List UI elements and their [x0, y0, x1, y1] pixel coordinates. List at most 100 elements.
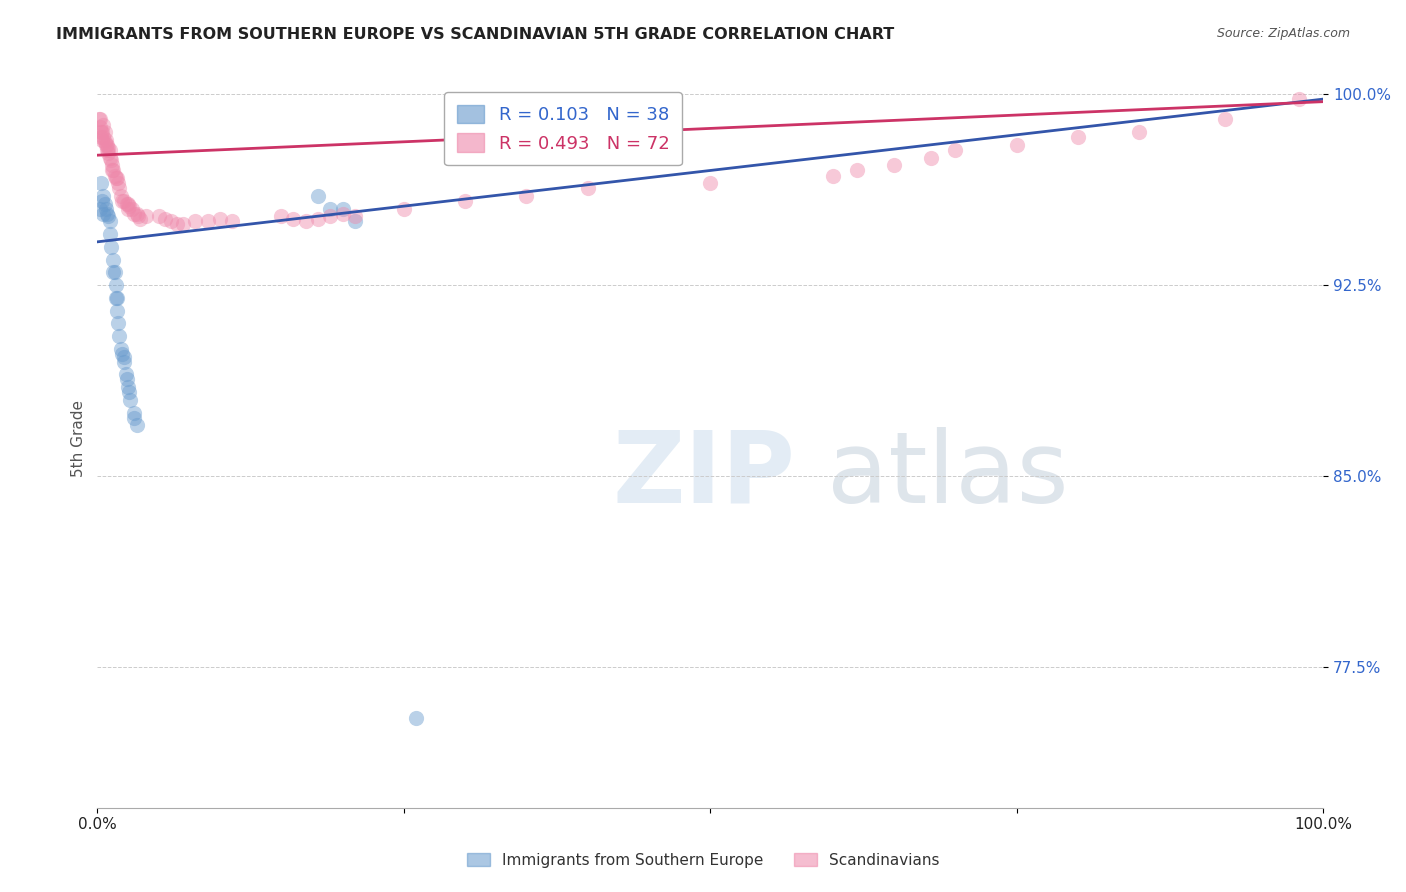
Point: [108, 181, 131, 195]
Point: [90, 176, 112, 190]
Point: [110, 189, 132, 203]
Point: [93, 130, 115, 145]
Point: [112, 194, 135, 208]
Point: [91, 125, 114, 139]
Point: [103, 265, 125, 279]
Point: [307, 211, 329, 226]
Point: [319, 202, 342, 216]
Point: [127, 210, 149, 224]
Point: [101, 163, 124, 178]
Point: [100, 240, 122, 254]
Point: [103, 252, 125, 267]
Point: [148, 210, 170, 224]
Legend: R = 0.103   N = 38, R = 0.493   N = 72: R = 0.103 N = 38, R = 0.493 N = 72: [444, 93, 682, 165]
Point: [166, 217, 188, 231]
Point: [104, 171, 127, 186]
Point: [129, 211, 152, 226]
Point: [118, 385, 141, 400]
Point: [110, 342, 132, 356]
Point: [93, 196, 115, 211]
Point: [122, 410, 145, 425]
Point: [98, 151, 121, 165]
Point: [103, 163, 125, 178]
Point: [319, 210, 342, 224]
Point: [343, 214, 366, 228]
Point: [89, 202, 111, 216]
Point: [117, 202, 139, 216]
Point: [125, 207, 148, 221]
Point: [197, 214, 219, 228]
Point: [104, 278, 127, 293]
Point: [93, 189, 115, 203]
Point: [90, 130, 112, 145]
Point: [160, 214, 183, 228]
Point: [96, 207, 118, 221]
Point: [945, 143, 967, 157]
Point: [93, 136, 115, 150]
Point: [108, 329, 131, 343]
Point: [270, 210, 292, 224]
Point: [103, 169, 125, 183]
Point: [98, 143, 121, 157]
Point: [125, 418, 148, 433]
Point: [184, 214, 207, 228]
Point: [221, 214, 243, 228]
Point: [122, 406, 145, 420]
Point: [576, 181, 599, 195]
Point: [405, 711, 427, 725]
Point: [1288, 92, 1310, 106]
Point: [105, 303, 128, 318]
Point: [98, 214, 121, 228]
Point: [93, 125, 115, 139]
Point: [93, 207, 115, 221]
Point: [89, 120, 111, 135]
Point: [294, 214, 316, 228]
Point: [101, 158, 124, 172]
Point: [1067, 130, 1090, 145]
Point: [172, 217, 194, 231]
Point: [94, 138, 117, 153]
Point: [87, 112, 110, 127]
Point: [117, 196, 139, 211]
Point: [332, 207, 354, 221]
Point: [153, 211, 176, 226]
Point: [100, 153, 122, 168]
Point: [454, 194, 477, 208]
Point: [115, 372, 138, 386]
Point: [94, 202, 117, 216]
Point: [117, 380, 139, 394]
Point: [208, 211, 231, 226]
Point: [97, 140, 120, 154]
Point: [112, 354, 135, 368]
Point: [122, 207, 145, 221]
Point: [883, 158, 905, 172]
Point: [135, 210, 157, 224]
Point: [846, 163, 869, 178]
Point: [97, 145, 120, 160]
Point: [343, 210, 366, 224]
Y-axis label: 5th Grade: 5th Grade: [72, 400, 86, 476]
Point: [97, 210, 120, 224]
Point: [105, 171, 128, 186]
Point: [821, 169, 844, 183]
Point: [107, 176, 129, 190]
Point: [103, 265, 125, 279]
Point: [1213, 112, 1236, 127]
Point: [94, 133, 117, 147]
Point: [1005, 138, 1028, 153]
Point: [91, 133, 114, 147]
Point: [332, 202, 354, 216]
Point: [920, 151, 942, 165]
Point: [114, 368, 136, 382]
Text: atlas: atlas: [827, 426, 1069, 524]
Point: [121, 202, 143, 216]
Point: [112, 350, 135, 364]
Point: [1128, 125, 1150, 139]
Point: [89, 112, 111, 127]
Point: [115, 196, 138, 211]
Point: [96, 143, 118, 157]
Point: [118, 199, 141, 213]
Point: [105, 291, 128, 305]
Point: [283, 211, 305, 226]
Point: [111, 194, 134, 208]
